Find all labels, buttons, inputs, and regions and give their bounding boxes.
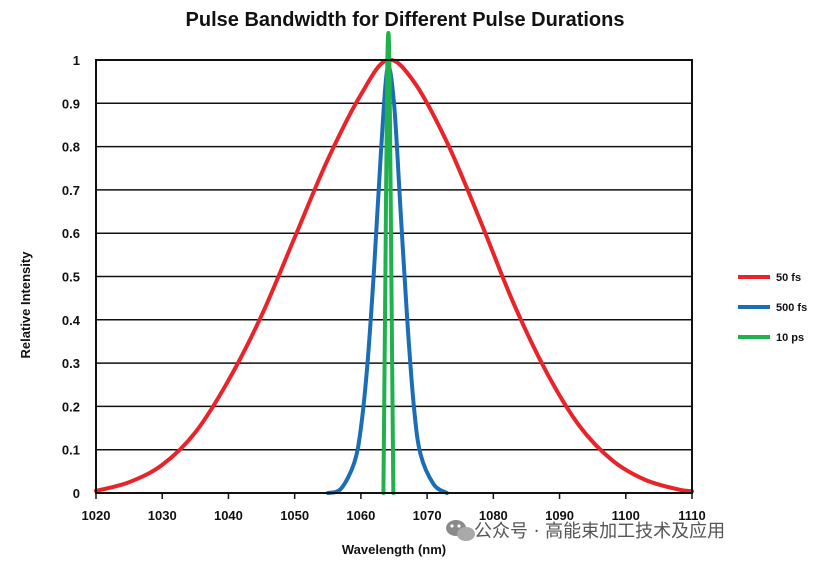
x-tick-label-2: 1040 [214, 508, 243, 523]
legend-label-2: 10 ps [776, 332, 804, 344]
legend-label-0: 50 fs [776, 272, 801, 284]
series-layer [94, 31, 694, 495]
x-axis-label: Wavelength (nm) [342, 542, 446, 557]
x-tick-label-1: 1030 [148, 508, 177, 523]
y-tick-label-10: 1 [73, 53, 80, 68]
y-tick-label-0: 0 [73, 486, 80, 501]
y-tick-label-5: 0.5 [62, 270, 80, 285]
y-tick-label-3: 0.3 [62, 356, 80, 371]
plot-frame [95, 59, 693, 494]
x-tick-label-6: 1080 [479, 508, 508, 523]
y-tick-label-6: 0.6 [62, 226, 80, 241]
wechat-icon [446, 520, 475, 541]
legend: 50 fs 500 fs 10 ps [738, 272, 807, 344]
x-tick-label-7: 1090 [545, 508, 574, 523]
y-tick-label-4: 0.4 [62, 313, 81, 328]
y-axis-label: Relative Intensity [18, 251, 33, 359]
x-tick-label-3: 1050 [280, 508, 309, 523]
series-line-2 [381, 31, 396, 495]
x-tick-label-4: 1060 [346, 508, 375, 523]
x-tick-label-0: 1020 [82, 508, 111, 523]
y-tick-label-7: 0.7 [62, 183, 80, 198]
series-line-0 [94, 57, 694, 494]
x-tick-label-9: 1110 [678, 508, 706, 523]
x-tick-label-8: 1100 [612, 508, 640, 523]
chart-title: Pulse Bandwidth for Different Pulse Dura… [186, 9, 625, 31]
y-tick-label-8: 0.8 [62, 140, 80, 155]
watermark-text: 公众号 · 高能束加工技术及应用 [474, 521, 725, 542]
watermark: 公众号 · 高能束加工技术及应用 [446, 520, 725, 542]
y-tick-label-9: 0.9 [62, 96, 80, 111]
tick-layer: 0 0.1 0.2 0.3 0.4 0.5 0.6 0.7 0.8 0.9 1 1020 1030 104… [62, 53, 706, 523]
legend-label-1: 500 fs [776, 302, 807, 314]
y-tick-label-2: 0.2 [62, 399, 80, 414]
x-tick-label-5: 1070 [413, 508, 442, 523]
y-tick-label-1: 0.1 [62, 443, 80, 458]
